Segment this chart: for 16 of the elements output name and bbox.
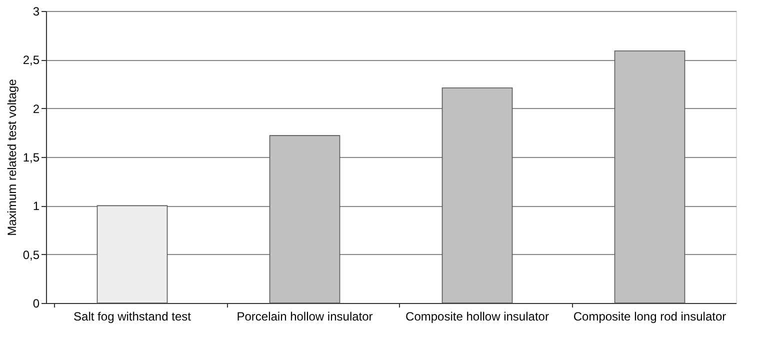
x-tick-label: Composite hollow insulator <box>406 310 549 324</box>
y-tick-label: 2 <box>32 102 40 116</box>
y-axis-title: Maximum related test voltage <box>4 78 19 236</box>
x-tick-label: Composite long rod insulator <box>573 310 726 324</box>
y-tick-label: 1,5 <box>22 150 40 164</box>
bar <box>269 135 340 304</box>
y-tick-label: 3 <box>32 4 40 18</box>
x-tick-label: Salt fog withstand test <box>74 310 192 324</box>
bar <box>442 87 513 304</box>
bar <box>96 205 168 304</box>
y-tick-label: 0 <box>32 296 40 310</box>
y-tick-label: 1 <box>32 199 40 214</box>
y-tick-label: 0,5 <box>22 248 40 262</box>
bar <box>614 50 686 304</box>
x-tick-label: Porcelain hollow insulator <box>236 310 373 324</box>
y-tick-label: 2,5 <box>22 53 40 68</box>
